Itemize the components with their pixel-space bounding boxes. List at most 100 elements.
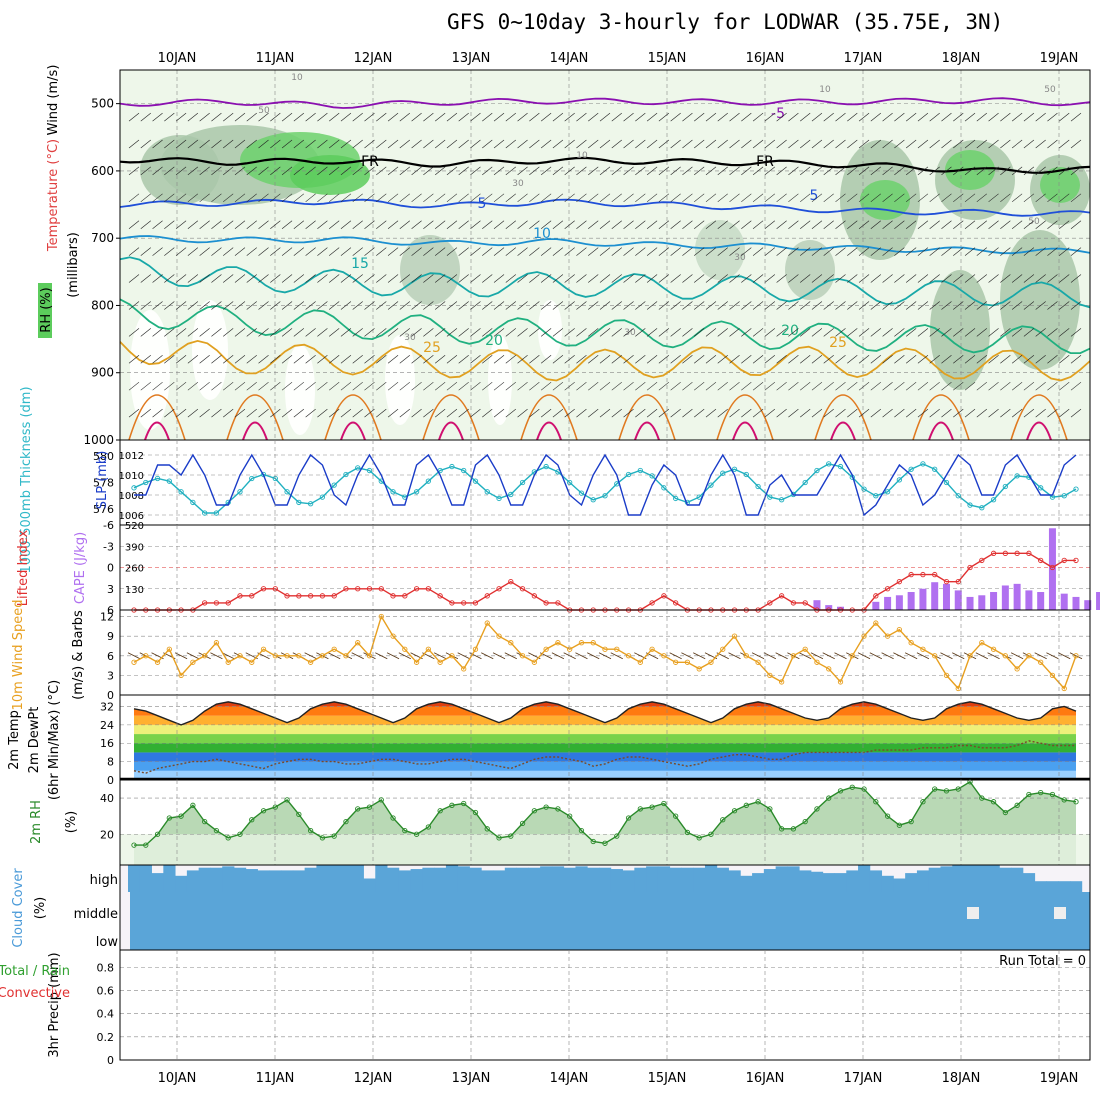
wind-barb [293, 408, 305, 418]
wind-barb [623, 220, 634, 229]
wind-barb [482, 247, 493, 256]
wind-barb [564, 274, 575, 283]
wind-barb [1011, 193, 1023, 203]
wind-barb [505, 408, 516, 418]
wind-barb [882, 328, 893, 337]
thickness-point [366, 467, 373, 474]
wind-barb [658, 247, 670, 256]
wind-barb [598, 652, 612, 660]
lifted-index-point [402, 593, 408, 599]
wind-barb [493, 381, 505, 391]
wind-barb [1000, 408, 1011, 418]
wind-barb [364, 274, 375, 283]
wind-barb [705, 247, 717, 256]
wind-barb [894, 301, 905, 310]
cape-bar [813, 600, 821, 610]
rh-point [861, 786, 867, 792]
cloud-high-bar [163, 865, 176, 892]
rh-point [1061, 797, 1067, 803]
wind-barb [529, 381, 540, 391]
rh-point [378, 797, 384, 803]
wind-barb [764, 301, 776, 310]
wind-barb [211, 193, 222, 203]
wind-barb [929, 381, 940, 391]
wind-barb [540, 220, 552, 229]
isotherm-15 [119, 256, 1091, 309]
y-tick-label: 8 [107, 756, 114, 769]
wind-speed-point [932, 653, 938, 659]
wind-barb [551, 652, 565, 660]
wind-barb [552, 381, 564, 391]
wind-barb [694, 301, 705, 310]
wind-barb [211, 328, 222, 337]
wind-barb [411, 247, 422, 256]
wind-barb [894, 220, 905, 229]
cape-bar [1060, 593, 1068, 610]
wind-barb [175, 408, 187, 418]
wind-barb [199, 112, 210, 122]
wind-speed-point [1038, 659, 1044, 665]
wind-speed-point [131, 659, 137, 665]
cape-bar [942, 583, 950, 610]
thickness-point [602, 493, 608, 499]
y-tick-label: 900 [91, 366, 114, 380]
dry-zone [488, 335, 512, 425]
wind-barb [387, 328, 399, 337]
wind-barb [187, 247, 199, 256]
cloud-high-bar [881, 875, 894, 892]
isotherm-30-loop [716, 394, 774, 441]
wind-barb [199, 166, 210, 176]
wind-barb [587, 652, 600, 660]
wind-barb [564, 247, 575, 256]
wind-barb [799, 193, 811, 203]
wind-barb [847, 247, 858, 256]
wind-barb [328, 112, 340, 122]
wind-barb [988, 193, 999, 203]
wind-barb [293, 112, 305, 122]
cloud-gap [1054, 907, 1066, 919]
wind-barb [752, 355, 764, 364]
chart-title: GFS 0~10day 3-hourly for LODWAR (35.75E,… [447, 10, 1004, 34]
cape-bar [907, 592, 915, 610]
y-axis-label: 2m RH [29, 800, 44, 844]
wind-barb [669, 652, 682, 660]
wind-barb [835, 166, 846, 176]
slp-tick-label: 1012 [119, 451, 144, 462]
wind-barb [953, 220, 964, 229]
wind-speed-point [849, 653, 855, 659]
wind-barb [1070, 301, 1082, 310]
wind-barb [811, 247, 823, 256]
y-axis-label-part: Temperature (°C) [46, 139, 61, 252]
wind-barb [152, 408, 163, 418]
rh-point [260, 808, 267, 814]
rh-point [154, 831, 161, 837]
rh-point [284, 797, 290, 803]
wind-barb [682, 193, 693, 203]
wind-speed-point [178, 672, 184, 679]
wind-barb [1035, 193, 1046, 203]
wind-barb [1059, 381, 1070, 391]
wind-speed-point [861, 633, 867, 639]
y-tick-label: 0.6 [97, 985, 115, 998]
rh-point [166, 815, 172, 821]
y-tick-label: 1000 [83, 433, 114, 447]
wind-barb [386, 652, 400, 660]
wind-barb [1023, 301, 1035, 310]
cape-bar [978, 595, 986, 610]
wind-barb [470, 139, 481, 149]
wind-barb [905, 220, 917, 229]
wind-barb [223, 301, 234, 310]
wind-barb [741, 328, 752, 337]
wind-barb [164, 408, 175, 418]
wind-barb [482, 355, 493, 364]
lifted-index-point [519, 586, 526, 592]
isotherm-label: 15 [351, 256, 369, 272]
lifted-index-point [790, 600, 797, 606]
panel-frame [119, 949, 1091, 1061]
wind-barb [446, 220, 458, 229]
wind-barb [446, 247, 458, 256]
wind-barb [152, 274, 163, 283]
wind-speed-point [555, 640, 561, 646]
wind-barb [682, 381, 693, 391]
thickness-point [743, 471, 749, 478]
